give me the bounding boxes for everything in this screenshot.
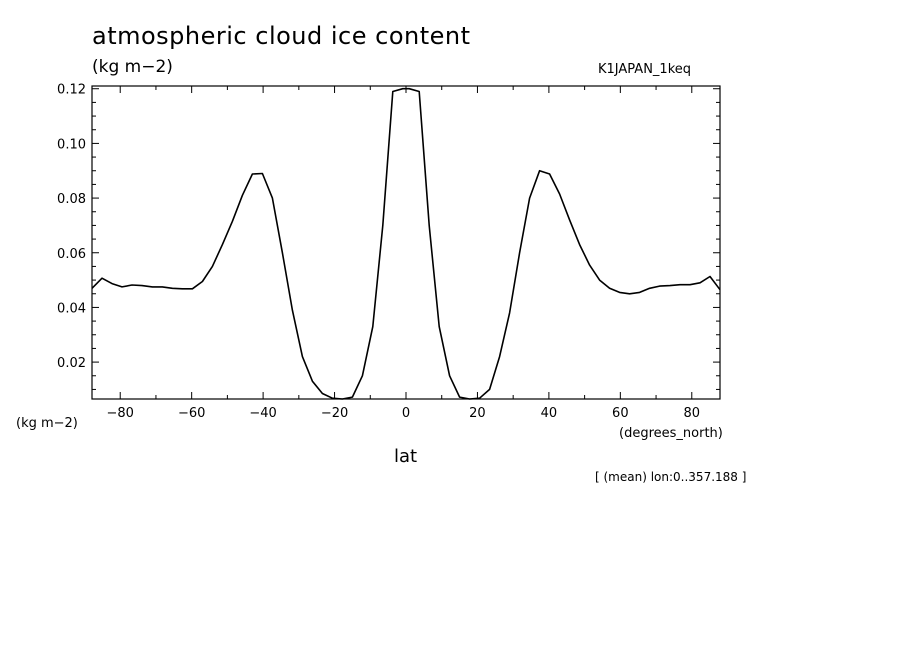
chart-subtitle-units: (kg m−2) xyxy=(92,57,173,77)
y-tick-label: 0.12 xyxy=(57,83,86,98)
y-tick-label: 0.02 xyxy=(57,356,86,371)
x-axis-label: lat xyxy=(394,446,418,467)
y-tick-label: 0.04 xyxy=(57,301,86,316)
mean-note: [ (mean) lon:0..357.188 ] xyxy=(595,470,747,484)
y-tick-label: 0.06 xyxy=(57,247,86,262)
y-tick-label: 0.08 xyxy=(57,192,86,207)
x-tick-label: 60 xyxy=(612,406,629,421)
chart-title: atmospheric cloud ice content xyxy=(92,22,471,50)
plot-frame xyxy=(91,85,721,400)
run-label: K1JAPAN_1keq xyxy=(598,62,692,77)
series-line xyxy=(91,87,721,400)
axes xyxy=(91,85,721,400)
series-layer xyxy=(91,87,721,400)
x-tick-label: 20 xyxy=(469,406,486,421)
x-tick-label: −60 xyxy=(178,406,205,421)
x-tick-label: 40 xyxy=(541,406,558,421)
x-tick-label: −40 xyxy=(249,406,276,421)
x-tick-label: −80 xyxy=(107,406,134,421)
x-axis-units: (degrees_north) xyxy=(619,426,723,441)
ticks: −80 −60 −40 −20 0 20 40 60 80 0.02 0.04 0.06 0.08 0.1… xyxy=(57,83,720,421)
y-axis-label: (kg m−2) xyxy=(16,416,78,431)
x-tick-label: 80 xyxy=(684,406,701,421)
x-tick-label: −20 xyxy=(321,406,348,421)
x-tick-label: 0 xyxy=(402,406,410,421)
y-tick-label: 0.10 xyxy=(57,137,86,152)
